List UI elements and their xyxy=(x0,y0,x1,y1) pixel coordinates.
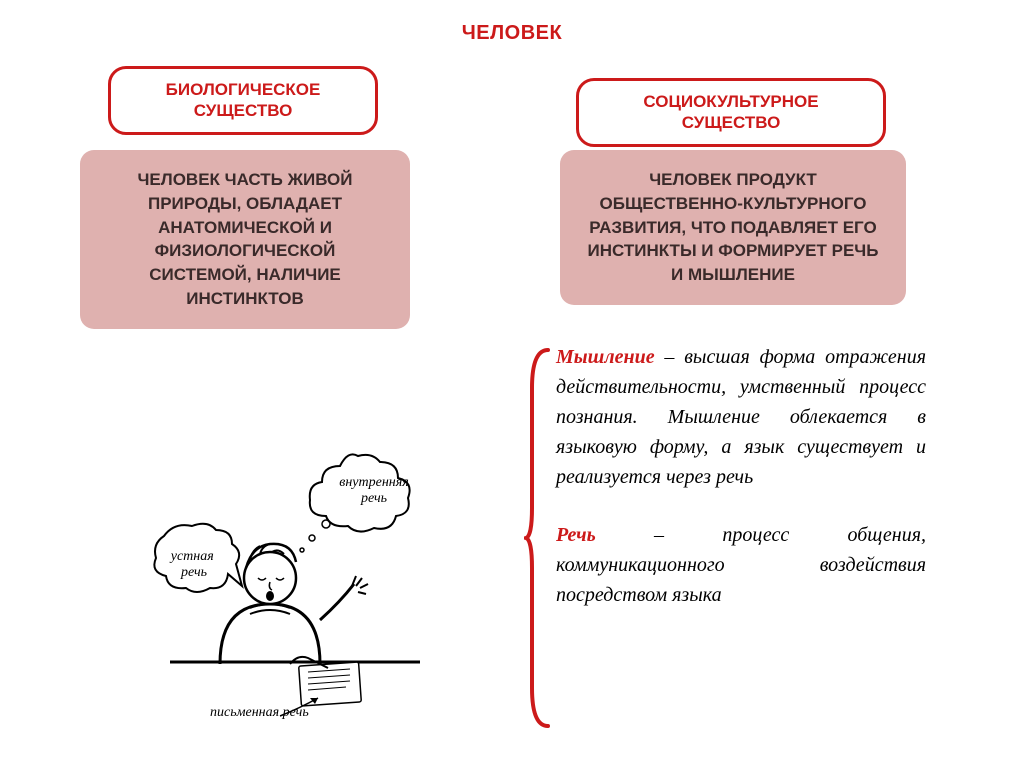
speech-definition: Речь – процесс общения, коммуникационног… xyxy=(556,520,926,610)
thinking-definition: Мышление – высшая форма отражения действ… xyxy=(556,342,926,492)
written-speech-label: письменная речь xyxy=(210,705,309,720)
speech-illustration: внутренняяречь устная речь письменная ре… xyxy=(150,420,470,720)
definitions-block: Мышление – высшая форма отражения действ… xyxy=(556,342,926,638)
thinking-term: Мышление xyxy=(556,346,655,368)
biological-description: ЧЕЛОВЕК ЧАСТЬ ЖИВОЙ ПРИРОДЫ, ОБЛАДАЕТ АН… xyxy=(80,150,410,329)
bracket-icon xyxy=(524,348,550,728)
biological-pill: БИОЛОГИЧЕСКОЕ СУЩЕСТВО xyxy=(108,66,378,135)
page-title: ЧЕЛОВЕК xyxy=(0,22,1024,45)
speech-text: – процесс общения, коммуникационного воз… xyxy=(556,524,926,606)
sociocultural-pill: СОЦИОКУЛЬТУРНОЕ СУЩЕСТВО xyxy=(576,78,886,147)
sociocultural-description: ЧЕЛОВЕК ПРОДУКТ ОБЩЕСТВЕННО-КУЛЬТУРНОГО … xyxy=(560,150,906,305)
speech-term: Речь xyxy=(556,524,596,546)
